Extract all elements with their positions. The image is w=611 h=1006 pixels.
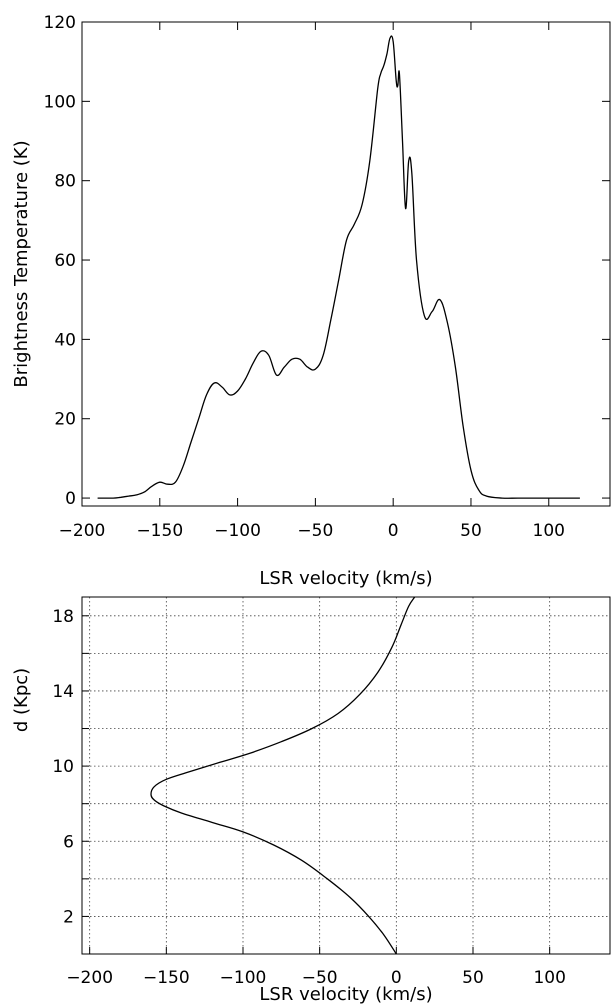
chart1-x-tick-label: 50 [460,521,482,541]
chart1-x-tick-label: −100 [214,521,261,541]
chart1-frame [81,21,611,507]
chart1-x-tick-label: 100 [533,521,565,541]
chart1-x-tick-label: −200 [59,521,106,541]
chart2-x-tick-label: 100 [533,968,565,988]
chart2-y-tick-label: 14 [52,682,74,702]
distance-velocity-chart: −200 −150 −100 −50 0 50 100 2 6 10 14 18 LSR veloci… [11,596,611,1005]
chart2-frame [81,596,611,955]
chart1-y-tick-label: 120 [44,13,76,33]
chart1-x-tick-label: −50 [297,521,333,541]
chart1-y-tick-label: 0 [65,489,76,509]
brightness-temperature-line [97,35,580,499]
chart2-y-tick-label: 18 [52,607,74,627]
chart1-y-tick-label: 80 [54,172,76,192]
chart2-x-tick-label: 50 [462,968,484,988]
chart2-y-tick-label: 10 [52,757,74,777]
chart2-y-tick-label: 2 [63,907,74,927]
chart2-x-tick-label: −150 [143,968,190,988]
chart2-tick-labels: −200 −150 −100 −50 0 50 100 2 6 10 14 18 [52,607,566,988]
chart2-x-tick-label: −100 [220,968,267,988]
chart2-x-tick-label: −200 [66,968,113,988]
distance-velocity-curve [150,596,416,955]
chart1-y-axis-label: Brightness Temperature (K) [11,140,32,387]
chart2-x-axis-label: LSR velocity (km/s) [259,984,432,1005]
chart1-x-tick-label: 0 [388,521,399,541]
chart1-y-tick-label: 100 [44,92,76,112]
chart2-y-axis-label: d (Kpc) [11,668,32,732]
chart2-x-tick-label: −50 [302,968,338,988]
chart1-x-tick-label: −150 [136,521,183,541]
chart2-grid [82,597,610,954]
chart1-y-tick-label: 20 [54,410,76,430]
chart1-y-tick-label: 40 [54,330,76,350]
chart1-tick-labels: −200 −150 −100 −50 0 50 100 0 20 40 60 80 100 120 [44,13,565,541]
chart1-y-tick-label: 60 [54,251,76,271]
chart2-ticks [82,615,551,954]
brightness-temperature-chart: −200 −150 −100 −50 0 50 100 0 20 40 60 80 100 120 LSR… [11,13,611,589]
chart2-y-tick-label: 6 [63,832,74,852]
chart1-x-axis-label: LSR velocity (km/s) [259,568,432,589]
chart1-ticks [81,21,610,506]
chart2-x-tick-label: 0 [391,968,402,988]
